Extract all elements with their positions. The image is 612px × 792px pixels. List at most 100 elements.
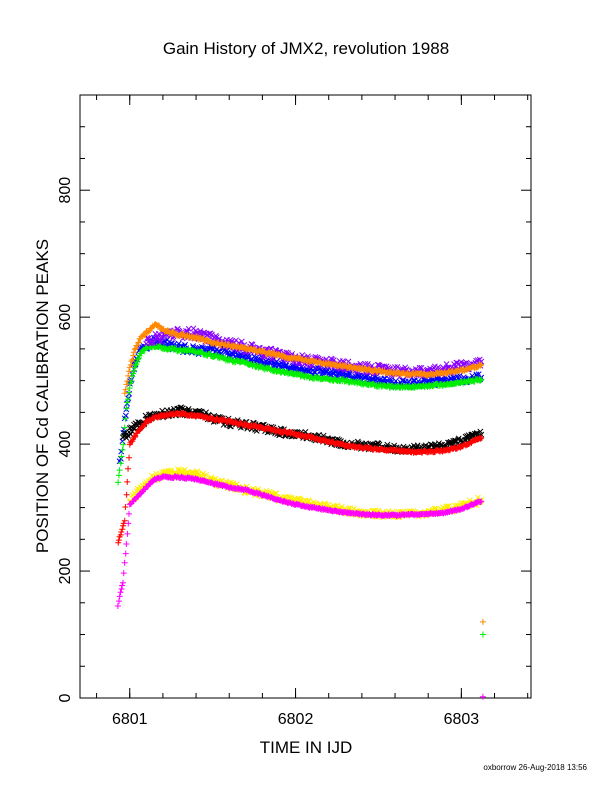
data-point-series-4 [128,358,135,365]
data-point-series-4 [124,378,131,385]
data-point-series-5 [130,425,137,432]
y-tick-label: 200 [57,558,74,585]
x-axis-label: TIME IN IJD [260,738,353,757]
data-point-series-3 [238,338,245,345]
data-point-series-8 [119,582,126,589]
data-point-series-6 [122,504,129,511]
data-point-series-6 [118,529,125,536]
data-point-series-2 [124,399,131,406]
data-point-series-3 [435,364,442,371]
data-point-series-5 [473,430,480,436]
data-point-series-2 [125,389,132,396]
data-point-series-4 [123,381,130,388]
data-point-series-7 [212,476,219,482]
data-point-series-8 [122,550,129,557]
data-points [114,321,486,700]
data-point-series-4 [122,386,129,393]
data-point-series-2 [134,358,141,365]
x-tick-label: 6802 [278,711,314,728]
data-point-series-2 [116,467,123,474]
data-point-series-3 [154,333,161,340]
data-point-series-1 [331,368,338,375]
y-axis-label: POSITION OF Cd CALIBRATION PEAKS [33,239,52,553]
data-point-series-2 [134,356,141,363]
data-point-series-6 [115,539,122,546]
data-point-series-4 [131,346,138,353]
data-point-series-2 [117,460,124,467]
data-point-series-4 [130,352,137,359]
outlier-point [479,618,486,625]
data-point-series-4 [478,361,485,368]
data-point-series-8 [126,510,133,517]
data-point-series-2 [115,472,122,479]
data-point-series-8 [124,530,131,537]
data-point-series-4 [135,339,142,346]
data-point-series-3 [394,364,401,370]
data-point-series-2 [120,441,127,448]
data-point-series-6 [119,526,126,533]
data-point-series-4 [121,390,128,397]
data-point-series-2 [118,453,125,460]
data-point-series-6 [121,517,128,524]
data-point-series-4 [127,361,134,368]
data-point-series-8 [118,586,125,593]
data-point-series-1 [382,375,388,382]
data-point-series-8 [478,498,485,505]
outlier-point [479,693,486,700]
data-point-series-8 [125,520,132,527]
data-point-series-6 [124,478,131,485]
data-point-series-3 [174,325,181,332]
x-tick-label: 6803 [444,711,480,728]
data-point-series-8 [116,593,123,600]
data-point-series-3 [329,356,335,363]
data-point-series-1 [347,370,354,377]
y-tick-label: 600 [57,304,74,331]
data-point-series-2 [130,370,137,377]
data-point-series-2 [119,446,126,453]
data-point-series-3 [208,331,215,338]
data-point-series-6 [123,491,130,498]
data-point-series-2 [478,376,485,383]
y-tick-label: 800 [57,177,74,204]
data-point-series-8 [114,602,121,609]
footer-credit: oxborrow 26-Aug-2018 13:56 [483,763,587,772]
y-tick-label: 0 [57,693,74,702]
data-point-series-8 [119,579,126,586]
data-point-series-6 [126,454,133,461]
data-point-series-3 [362,360,369,367]
data-point-series-8 [120,570,127,577]
plot-frame [79,94,532,699]
data-point-series-1 [399,377,406,384]
data-point-series-8 [123,540,130,547]
data-point-series-5 [411,444,418,451]
data-point-series-4 [134,342,141,349]
data-point-series-6 [125,465,132,472]
data-point-series-3 [185,325,192,332]
data-point-series-1 [224,347,230,354]
data-point-series-2 [477,377,484,384]
data-point-series-2 [121,424,128,431]
data-point-series-2 [123,405,130,412]
data-point-series-7 [168,467,175,474]
data-point-series-8 [477,499,484,506]
data-point-series-3 [307,362,314,369]
data-point-series-1 [122,412,129,419]
data-point-series-3 [458,359,465,365]
data-point-series-8 [121,559,128,566]
data-point-series-6 [115,537,122,544]
x-tick-label: 6801 [112,711,148,728]
data-point-series-4 [477,362,484,369]
data-point-series-7 [184,468,191,475]
data-point-series-2 [126,385,133,392]
axis-ticks: 6801 6802 6803 0 200 400 600 800 [57,94,531,728]
data-point-series-2 [122,415,129,422]
data-point-series-4 [126,364,133,371]
data-point-series-8 [117,589,124,596]
y-tick-label: 400 [57,431,74,458]
chart-title: Gain History of JMX2, revolution 1988 [163,39,449,58]
data-point-series-4 [129,356,136,363]
data-point-series-7 [181,466,188,473]
data-point-series-8 [116,598,123,605]
data-point-series-1 [456,372,463,379]
